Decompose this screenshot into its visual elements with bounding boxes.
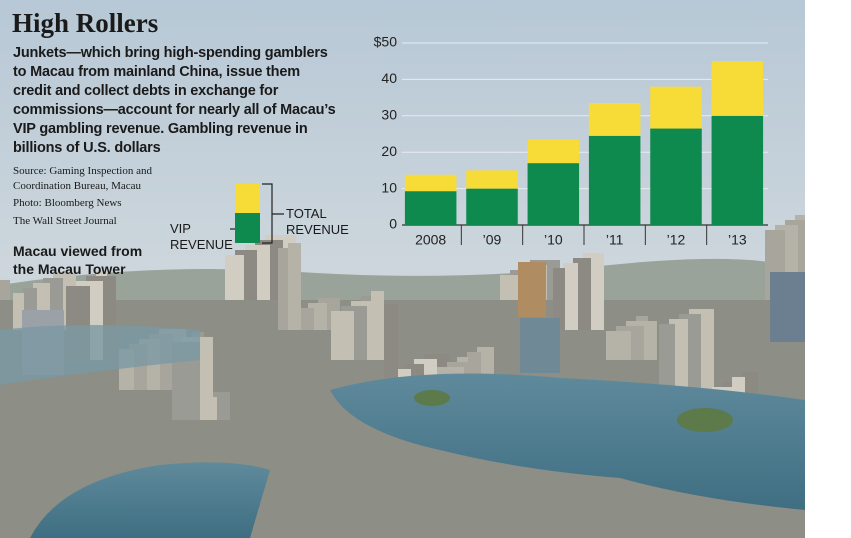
building: [606, 331, 631, 360]
legend-bracket: [262, 183, 284, 244]
caption-line: Macau viewed from: [13, 243, 143, 259]
bar-segment: [527, 139, 580, 164]
bar-segment: [404, 191, 457, 225]
x-tick-label: ’09: [483, 232, 502, 248]
y-tick-label: 20: [381, 143, 397, 159]
building: [331, 311, 354, 360]
building: [13, 293, 24, 330]
description-line: to Macau from mainland China, issue them: [13, 64, 300, 80]
bar-segment: [527, 163, 580, 225]
source-line: Coordination Bureau, Macau: [13, 180, 141, 192]
x-tick-label: 2008: [415, 232, 446, 248]
bar-segment: [466, 170, 518, 189]
y-tick-label: $50: [374, 34, 398, 50]
bar-segment: [711, 61, 764, 116]
building: [659, 324, 675, 390]
building: [278, 248, 288, 330]
building: [770, 272, 805, 342]
publisher: The Wall Street Journal: [13, 215, 117, 227]
source-line: Source: Gaming Inspection and: [13, 165, 152, 177]
x-tick-label: ’12: [667, 232, 686, 248]
legend-swatch: [235, 213, 260, 243]
description-line: commissions—account for nearly all of Ma…: [13, 102, 336, 118]
y-tick-label: 40: [381, 70, 397, 86]
description-line: Junkets—which bring high-spending gamble…: [13, 45, 328, 61]
bar-segment: [588, 135, 641, 225]
description-line: VIP gambling revenue. Gambling revenue i…: [13, 121, 308, 137]
description-line: credit and collect debts in exchange for: [13, 83, 279, 99]
building: [553, 268, 565, 330]
x-tick-label: ’13: [728, 232, 747, 248]
bar-segment: [404, 174, 457, 192]
photo-credit: Photo: Bloomberg News: [13, 197, 122, 209]
bar-segment: [650, 86, 702, 129]
title: High Rollers: [12, 8, 159, 38]
bar-segment: [466, 188, 518, 225]
y-tick-label: 0: [389, 216, 397, 232]
y-tick-label: 30: [381, 107, 397, 123]
source: Source: Gaming Inspection and Coordinatio…: [13, 164, 152, 194]
y-tick-label: 10: [381, 179, 397, 195]
building: [384, 304, 398, 390]
building: [298, 308, 314, 330]
building: [225, 255, 244, 300]
legend-total: TOTAL REVENUE: [286, 206, 349, 237]
x-tick-label: ’10: [544, 232, 563, 248]
legend-swatch: [235, 184, 260, 213]
description-line: billions of U.S. dollars: [13, 140, 161, 156]
building: [0, 280, 10, 300]
building: [520, 318, 560, 373]
building: [518, 262, 546, 317]
building: [563, 263, 578, 330]
x-tick-label: ’11: [606, 232, 624, 248]
caption: Macau viewed from the Macau Tower: [13, 242, 142, 278]
caption-line: the Macau Tower: [13, 261, 126, 277]
building: [500, 275, 521, 300]
legend-vip: VIP REVENUE: [170, 221, 233, 252]
building: [288, 243, 301, 330]
description: Junkets—which bring high-spending gamble…: [13, 44, 336, 158]
bar-segment: [588, 103, 641, 136]
bar-segment: [650, 128, 702, 225]
bar-segment: [711, 115, 764, 225]
